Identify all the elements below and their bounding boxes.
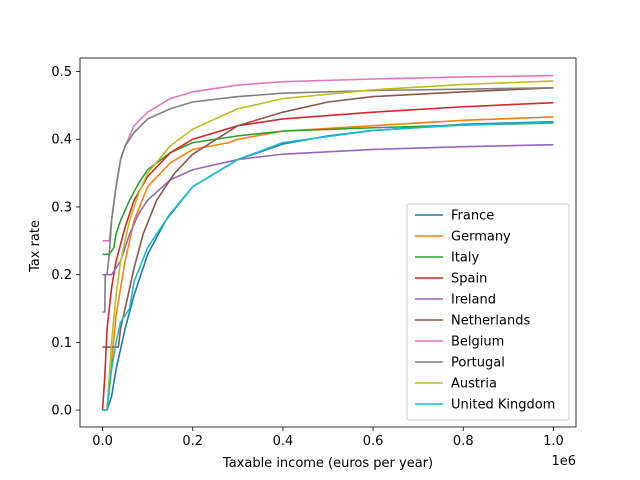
- axes-layer: 0.0 0.2 0.4 0.6 0.8 1.0 0.0 0.1 0.2 0.3 0.4 0.5: [51, 57, 577, 449]
- legend-label: Ireland: [451, 293, 496, 308]
- legend-label: Spain: [451, 272, 487, 287]
- legend-label: Austria: [451, 377, 497, 392]
- axes-frame: [79, 57, 577, 428]
- series-line-austria: [102, 80, 554, 411]
- series-line-ireland: [102, 143, 554, 276]
- y-tick-label: 0.2: [51, 268, 72, 283]
- x-tick-label: 0.6: [363, 434, 384, 449]
- series-line-italy: [102, 122, 554, 256]
- series-layer: [101, 74, 554, 411]
- x-axis-offset-label: 1e6: [551, 454, 576, 469]
- series-line-united-kingdom: [102, 121, 554, 411]
- x-tick-label: 0.4: [273, 434, 294, 449]
- series-line-netherlands: [102, 86, 554, 348]
- x-tick-label: 0.8: [453, 434, 474, 449]
- legend-label: France: [451, 209, 494, 224]
- y-tick-label: 0.0: [51, 404, 72, 419]
- x-axis-label: Taxable income (euros per year): [222, 456, 433, 471]
- x-tick-label: 1.0: [543, 434, 564, 449]
- x-tick-label: 0.2: [182, 434, 203, 449]
- legend-label: Germany: [451, 230, 511, 245]
- y-axis-label: Tax rate: [28, 220, 43, 273]
- legend-label: Belgium: [451, 335, 504, 350]
- legend-label: Portugal: [451, 356, 505, 371]
- legend-label: United Kingdom: [451, 398, 555, 413]
- x-tick-label: 0.0: [92, 434, 113, 449]
- series-line-spain: [101, 101, 554, 411]
- y-tick-label: 0.5: [51, 65, 72, 80]
- series-line-portugal: [102, 86, 554, 313]
- legend-label: Italy: [451, 251, 480, 266]
- legend-label: Netherlands: [451, 314, 530, 329]
- legend: France Germany Italy Spain Ireland Netherland…: [406, 203, 570, 421]
- legend-box: [406, 203, 570, 421]
- y-tick-label: 0.1: [51, 336, 72, 351]
- y-tick-label: 0.4: [51, 133, 72, 148]
- y-tick-label: 0.3: [51, 200, 72, 215]
